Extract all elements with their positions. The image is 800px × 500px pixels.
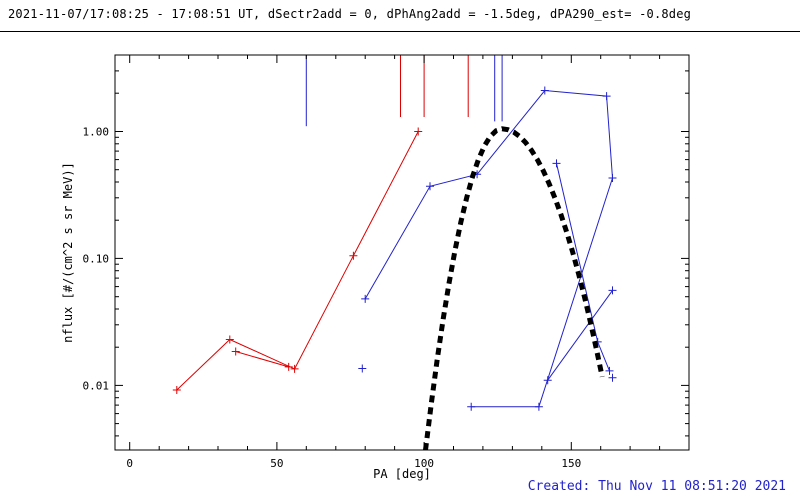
series-blue-right-descent	[552, 159, 614, 375]
axis-labels: 0 50 100 150 0.01 0.10 1.00 PA [deg] nflux [#/(c…	[61, 126, 581, 482]
series-line	[547, 290, 613, 381]
y-tick-label: 0.10	[83, 252, 110, 265]
series-line	[364, 89, 613, 300]
plus-marker	[361, 294, 370, 303]
plus-marker	[605, 366, 614, 375]
plus-marker	[540, 86, 549, 95]
plus-marker	[414, 127, 423, 136]
x-tick-label: 150	[561, 457, 581, 470]
series-line	[235, 351, 289, 368]
plus-marker	[467, 402, 476, 411]
series-blue-mid-descent	[543, 286, 617, 385]
title-divider	[0, 31, 800, 32]
series-blue-bottom	[467, 174, 617, 411]
series-line	[471, 177, 613, 408]
plus-marker	[608, 286, 617, 295]
plus-marker	[349, 251, 358, 260]
plus-marker	[602, 92, 611, 101]
series-red-main	[172, 127, 423, 394]
y-tick-label: 0.01	[83, 379, 110, 392]
y-tick-label: 1.00	[83, 126, 110, 139]
x-tick-label: 100	[414, 457, 434, 470]
plus-marker	[284, 362, 293, 371]
series-line	[176, 131, 419, 391]
fit-curve	[423, 126, 605, 451]
plot-frame	[114, 54, 690, 451]
x-tick-label: 0	[126, 457, 133, 470]
plus-marker	[608, 373, 617, 382]
plus-marker	[172, 386, 181, 394]
y-axis-title: nflux [#/(cm^2 s sr MeV)]	[61, 162, 75, 343]
plus-marker	[358, 364, 367, 373]
x-axis-title: PA [deg]	[373, 467, 431, 481]
plus-marker	[552, 159, 561, 168]
top-spike-lines	[305, 55, 503, 127]
created-timestamp: Created: Thu Nov 11 08:51:20 2021	[527, 479, 786, 494]
plus-marker	[534, 402, 543, 411]
plus-marker	[231, 347, 240, 356]
plus-marker	[426, 182, 434, 191]
plus-marker	[290, 364, 299, 373]
x-tick-label: 50	[270, 457, 283, 470]
plus-marker	[608, 174, 617, 182]
series-blue-isolated-low-left	[358, 364, 367, 373]
series-blue-rise	[361, 86, 617, 303]
series-line	[556, 163, 610, 372]
series-red-cross	[231, 347, 293, 371]
plot-title: 2021-11-07/17:08:25 - 17:08:51 UT, dSect…	[8, 7, 692, 21]
plus-marker	[225, 335, 234, 344]
axes	[114, 54, 690, 451]
series-blue-isolated-low-right	[608, 373, 617, 382]
